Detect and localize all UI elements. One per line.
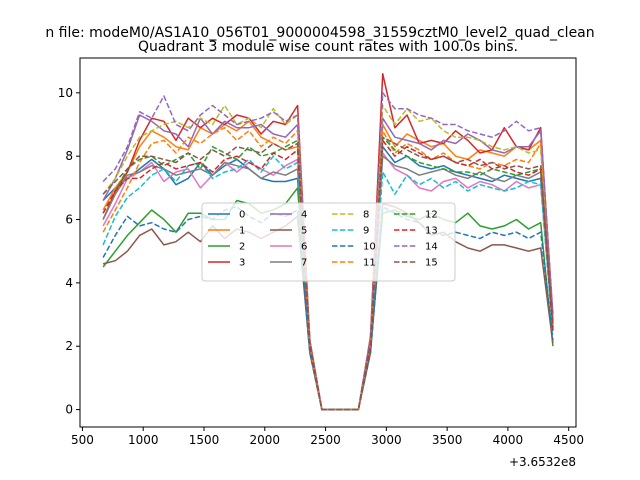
chart-title: Quadrant 3 module wise count rates with … (138, 39, 518, 55)
series-line-7 (102, 155, 554, 411)
legend-label-11: 11 (363, 258, 376, 269)
x-tick-label: 2500 (310, 433, 341, 447)
x-tick-label: 1000 (128, 433, 159, 447)
legend-label-8: 8 (363, 210, 369, 221)
legend-label-7: 7 (301, 258, 307, 269)
legend-label-4: 4 (301, 210, 307, 221)
legend-label-12: 12 (425, 210, 438, 221)
x-axis-ticks: 500 1000 1500 2000 2500 3000 3500 4000 4500 (71, 427, 584, 447)
series-line-9 (102, 155, 554, 411)
series-lines (102, 73, 554, 411)
legend-label-14: 14 (425, 242, 438, 253)
legend-label-2: 2 (239, 242, 245, 253)
x-tick-label: 4500 (553, 433, 584, 447)
series-line-12 (102, 136, 554, 411)
legend-box (201, 202, 456, 282)
legend-label-0: 0 (239, 210, 245, 221)
x-axis-offset-label: +3.6532e8 (509, 455, 576, 469)
legend-label-3: 3 (239, 258, 245, 269)
series-line-14 (102, 92, 554, 411)
legend-label-10: 10 (363, 242, 376, 253)
x-tick-label: 3500 (432, 433, 463, 447)
figure-suptitle: n file: modeM0/AS1A10_056T01_9000004598_… (45, 25, 594, 41)
legend-label-1: 1 (239, 226, 245, 237)
series-line-15 (102, 136, 554, 411)
legend-label-15: 15 (425, 258, 438, 269)
y-tick-label: 2 (65, 339, 73, 353)
series-line-13 (102, 139, 554, 411)
x-tick-label: 4000 (493, 433, 524, 447)
legend-label-5: 5 (301, 226, 307, 237)
y-tick-label: 0 (65, 403, 73, 417)
series-line-11 (102, 126, 554, 411)
y-tick-label: 6 (65, 213, 73, 227)
axes-frame (79, 57, 577, 428)
legend-label-6: 6 (301, 242, 307, 253)
y-axis-ticks: 0 2 4 6 8 10 (58, 86, 80, 417)
legend-label-9: 9 (363, 226, 369, 237)
x-tick-label: 500 (71, 433, 94, 447)
x-tick-label: 3000 (371, 433, 402, 447)
legend-label-13: 13 (425, 226, 438, 237)
x-tick-label: 1500 (189, 433, 220, 447)
y-tick-label: 4 (65, 276, 73, 290)
y-tick-label: 8 (65, 149, 73, 163)
x-tick-label: 2000 (250, 433, 281, 447)
y-tick-label: 10 (58, 86, 73, 100)
